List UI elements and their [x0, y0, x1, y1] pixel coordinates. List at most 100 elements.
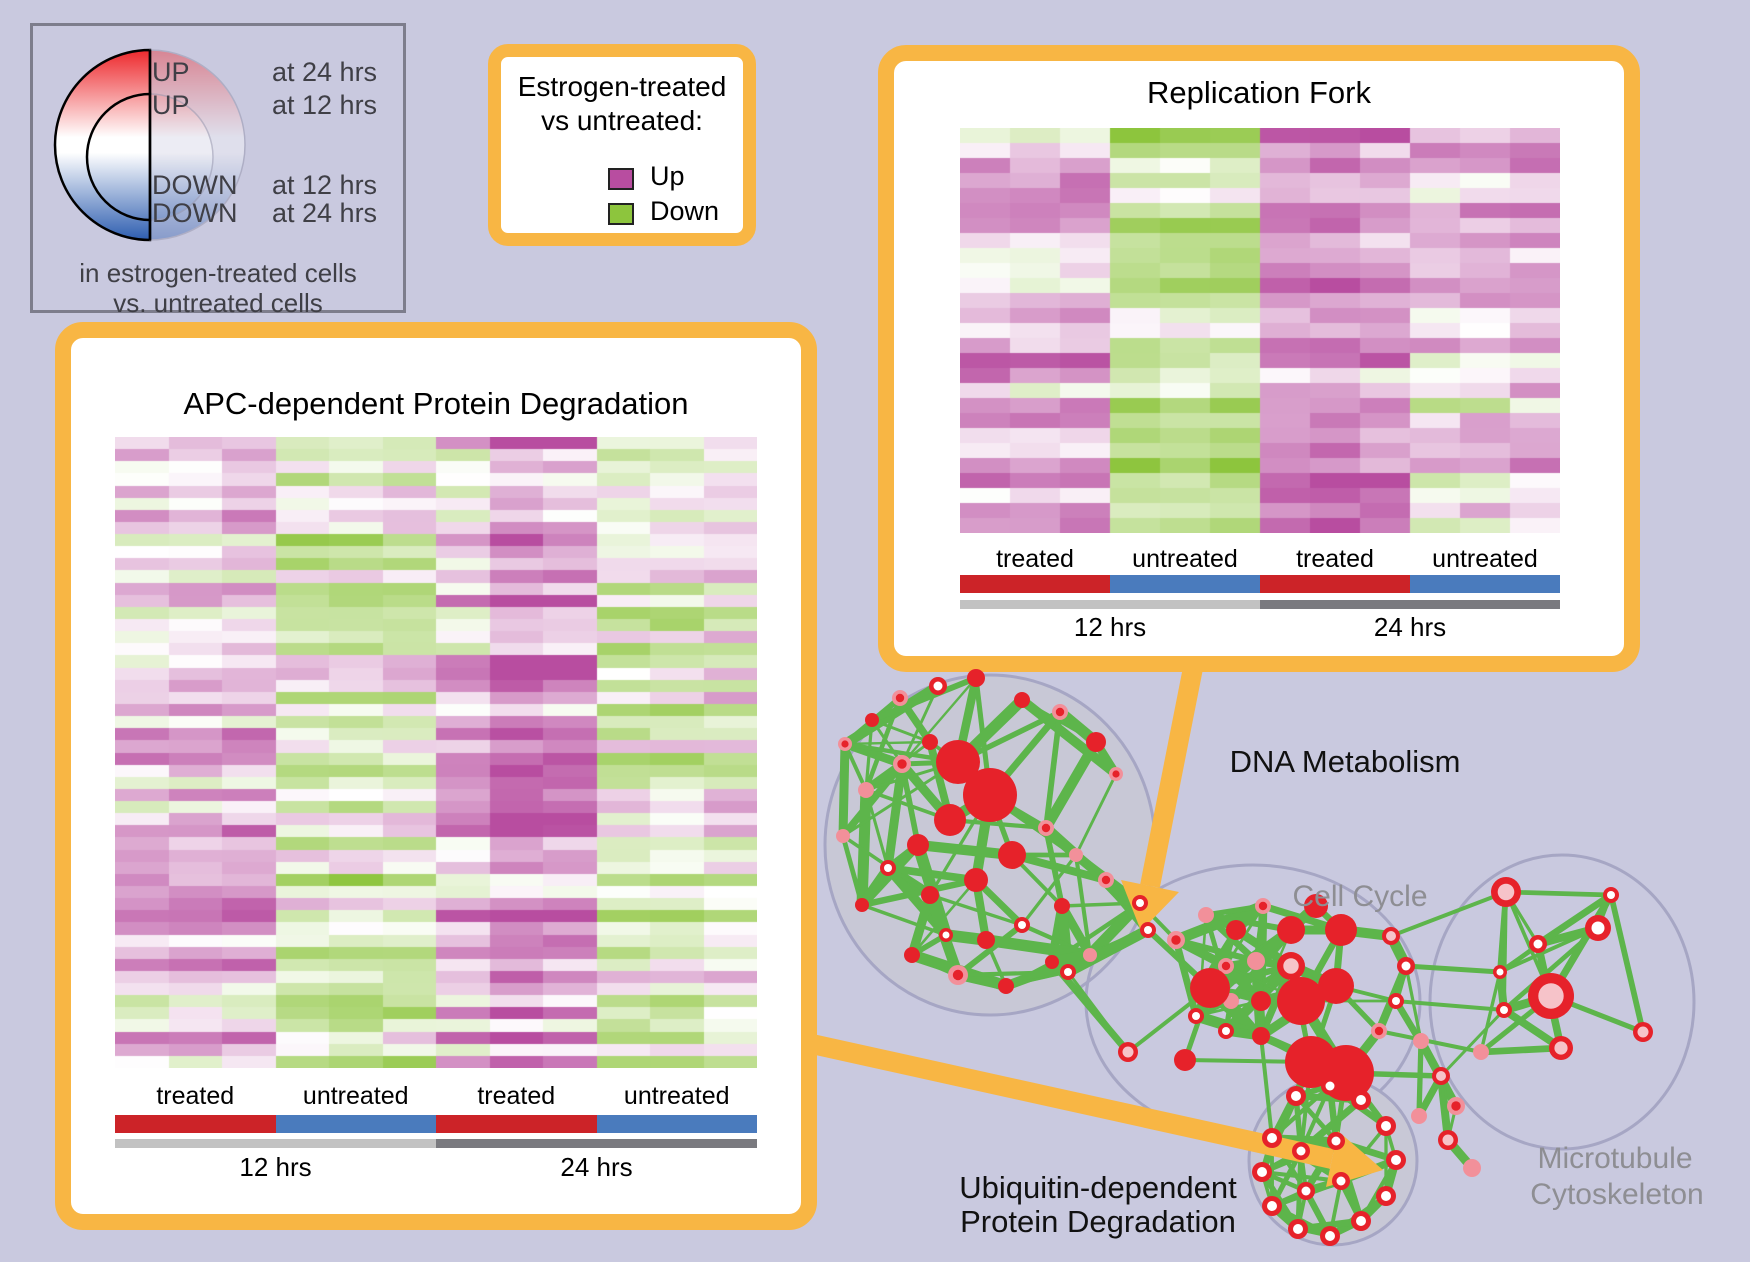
- gene-node-core: [1293, 1224, 1303, 1234]
- gene-node-core: [1296, 1146, 1306, 1156]
- gene-node: [1252, 1027, 1270, 1045]
- time-label-12hrs: 12 hrs: [239, 1152, 312, 1182]
- gene-node-core: [1325, 1081, 1335, 1091]
- replication-time-labels: 12 hrs 24 hrs: [960, 612, 1560, 643]
- up-label: Up: [650, 161, 685, 191]
- gene-node-core: [1392, 997, 1400, 1005]
- gene-node: [1226, 920, 1246, 940]
- gene-node: [1318, 968, 1354, 1004]
- gene-node: [1247, 952, 1265, 970]
- gene-node: [836, 829, 850, 843]
- gene-node-core: [1122, 1046, 1134, 1058]
- apc-time-bars: [115, 1139, 757, 1148]
- gene-node: [1411, 1108, 1427, 1124]
- gene-node: [1190, 968, 1230, 1008]
- gene-node-core: [1136, 899, 1144, 907]
- gene-node: [934, 804, 966, 836]
- gene-node-core: [1496, 968, 1504, 976]
- condition-label: untreated: [623, 1082, 730, 1110]
- time-12hrs-bar: [115, 1139, 436, 1148]
- down-color-swatch: [608, 203, 634, 225]
- gene-node: [1251, 991, 1271, 1011]
- up-12-direction: UP: [152, 90, 190, 120]
- untreated-bar: [596, 1115, 757, 1133]
- gene-node-core: [1442, 1134, 1454, 1146]
- condition-label: treated: [156, 1082, 235, 1110]
- gene-node-core: [1112, 770, 1120, 778]
- gene-node: [865, 713, 879, 727]
- apc-time-labels: 12 hrs 24 hrs: [115, 1152, 757, 1183]
- gene-node-core: [1497, 883, 1515, 901]
- apc-condition-bars: [115, 1115, 757, 1133]
- gene-node-core: [1538, 983, 1564, 1009]
- legend-caption-line1: in estrogen-treated cells: [79, 258, 357, 288]
- gene-node: [921, 886, 939, 904]
- gene-node-core: [1144, 926, 1152, 934]
- gene-node-core: [1064, 968, 1072, 976]
- gene-node: [963, 768, 1017, 822]
- dna-metabolism-label: DNA Metabolism: [1230, 744, 1461, 779]
- updown-circle-diagram: [53, 48, 246, 242]
- gene-node: [1069, 848, 1083, 862]
- gene-node-core: [1637, 1026, 1649, 1038]
- network-nodes: [836, 669, 1653, 1246]
- time-24hrs-bar: [436, 1139, 757, 1148]
- gene-node-core: [895, 693, 905, 703]
- down-12-time: at 12 hrs: [272, 170, 378, 200]
- gene-node-core: [1257, 1167, 1267, 1177]
- condition-label: treated: [477, 1082, 556, 1110]
- arrow-shaft-2: [809, 1034, 1335, 1169]
- up-color-swatch: [608, 168, 634, 190]
- inner-disc-right-half: [149, 93, 214, 221]
- microtubule-label-line1: Microtubule: [1537, 1142, 1692, 1175]
- gene-node-core: [884, 864, 892, 872]
- gene-node: [1277, 977, 1325, 1025]
- untreated-bar: [275, 1115, 436, 1133]
- gene-node: [1325, 914, 1357, 946]
- gene-node-core: [1283, 958, 1299, 974]
- replication-condition-bars: [960, 575, 1560, 593]
- condition-label: treated: [996, 545, 1074, 573]
- gene-node-core: [1401, 961, 1411, 971]
- gene-node-core: [1258, 901, 1268, 911]
- down-24-direction: DOWN: [152, 198, 238, 228]
- legend-caption-line2: vs. untreated cells: [113, 288, 323, 318]
- gene-node-core: [1500, 1006, 1508, 1014]
- time-label-12hrs: 12 hrs: [1073, 612, 1147, 642]
- untreated-bar: [1110, 575, 1260, 593]
- gene-node: [1174, 1049, 1196, 1071]
- replication-condition-labels: treated untreated treated untreated: [960, 545, 1560, 574]
- gene-node-core: [1451, 1101, 1461, 1111]
- gene-node: [1086, 732, 1106, 752]
- up-24-time: at 24 hrs: [272, 57, 378, 87]
- gene-node: [1413, 1033, 1429, 1049]
- gene-node-core: [1436, 1071, 1446, 1081]
- gene-node-core: [1221, 961, 1231, 971]
- down-24-time: at 24 hrs: [272, 198, 378, 228]
- ubiquitin-label-line1: Ubiquitin-dependent: [959, 1170, 1237, 1205]
- gene-node-core: [1356, 1095, 1366, 1105]
- gene-node: [967, 669, 985, 687]
- gene-node: [904, 947, 920, 963]
- gene-node-core: [1391, 1155, 1401, 1165]
- gene-node-core: [1356, 1216, 1366, 1226]
- gene-node: [855, 898, 869, 912]
- gene-node: [998, 978, 1014, 994]
- gene-node: [998, 841, 1026, 869]
- gene-node-core: [1331, 1136, 1341, 1146]
- gene-node-core: [1381, 1121, 1391, 1131]
- gene-node: [1014, 692, 1030, 708]
- gene-node: [1045, 955, 1059, 969]
- cluster-labels: DNA Metabolism Cell Cycle Microtubule Cy…: [959, 744, 1703, 1239]
- replication-panel-title: Replication Fork: [1147, 75, 1371, 110]
- gene-node: [1054, 898, 1070, 914]
- time-label-24hrs: 24 hrs: [1373, 612, 1447, 642]
- figure-bottom-margin: [0, 1262, 1750, 1279]
- treated-bar: [436, 1115, 597, 1133]
- gene-node: [858, 782, 874, 798]
- gene-node-core: [1386, 931, 1396, 941]
- microtubule-label-line2: Cytoskeleton: [1530, 1178, 1703, 1211]
- time-label-24hrs: 24 hrs: [560, 1152, 633, 1182]
